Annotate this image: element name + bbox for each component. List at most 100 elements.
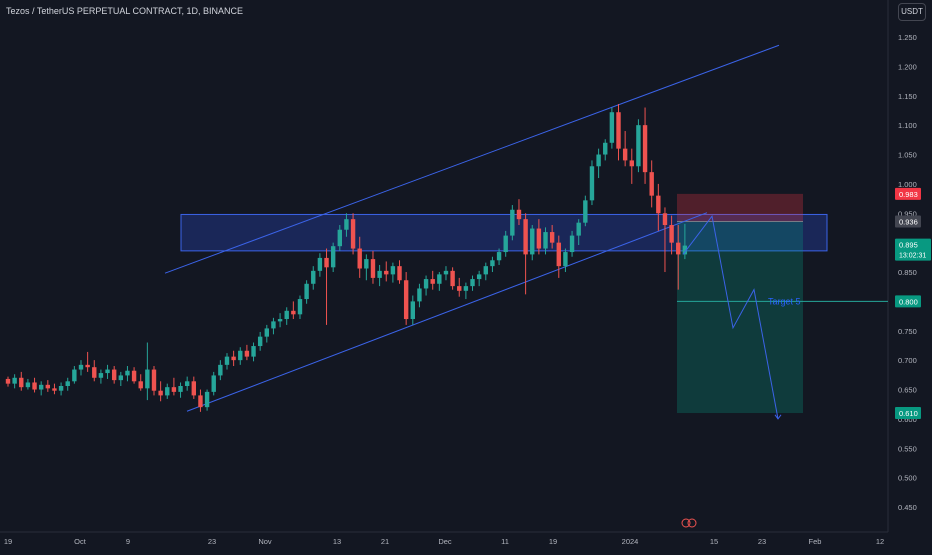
candle-body <box>656 195 661 214</box>
candle-body <box>52 388 57 391</box>
x-tick-label: 19 <box>4 537 12 546</box>
candle-body <box>503 235 508 253</box>
candle-body <box>58 386 64 391</box>
x-tick-label: 12 <box>876 537 884 546</box>
y-tick-label: 0.450 <box>898 503 917 512</box>
candle-body <box>12 377 17 384</box>
candle-body <box>264 328 270 337</box>
candle-body <box>430 279 435 284</box>
stop-price-label: 0.983 <box>899 190 918 199</box>
candle-body <box>304 283 309 300</box>
candle-body <box>403 280 409 320</box>
candle-body <box>556 242 561 267</box>
candle-body <box>344 219 349 230</box>
candle-body <box>105 369 110 374</box>
candle-body <box>603 142 608 155</box>
candle-body <box>98 373 104 378</box>
y-tick-label: 0.650 <box>898 386 917 395</box>
candle-body <box>317 257 323 271</box>
y-tick-label: 0.750 <box>898 327 917 336</box>
candle-body <box>476 274 482 280</box>
candle-body <box>198 395 203 408</box>
candle-body <box>390 266 396 275</box>
x-tick-label: Nov <box>258 537 272 546</box>
x-tick-label: 23 <box>208 537 216 546</box>
candle-body <box>178 386 183 392</box>
candle-body <box>118 375 124 381</box>
candle-body <box>65 381 70 386</box>
y-tick-label: 1.050 <box>898 151 917 160</box>
candle-body <box>457 286 462 291</box>
channel-lower-line <box>186 212 708 412</box>
x-tick-label: 11 <box>501 537 509 546</box>
candle-body <box>516 209 522 220</box>
x-tick-label: Feb <box>809 537 822 546</box>
currency-button[interactable]: USDT <box>898 3 926 21</box>
x-tick-label: 19 <box>549 537 557 546</box>
y-tick-label: 0.600 <box>898 415 917 424</box>
candle-body <box>377 270 382 278</box>
candle-body <box>171 387 177 392</box>
candle-body <box>536 228 542 249</box>
candle-body <box>204 391 210 408</box>
candle-body <box>284 310 289 320</box>
candle-body <box>85 364 90 368</box>
candle-body <box>357 248 362 269</box>
candle-body <box>311 270 316 284</box>
y-tick-label: 0.700 <box>898 356 917 365</box>
y-tick-label: 0.550 <box>898 444 917 453</box>
candle-body <box>184 381 190 386</box>
projected-path-arrowhead <box>774 414 782 420</box>
x-tick-label: 21 <box>381 537 389 546</box>
current-price-label: 0.895 <box>899 241 918 250</box>
candle-body <box>350 219 356 249</box>
candle-body <box>191 381 197 396</box>
candle-body <box>530 228 535 255</box>
candle-body <box>563 252 568 267</box>
current-price-badge <box>895 238 931 261</box>
y-tick-label: 1.250 <box>898 33 917 42</box>
y-tick-label: 1.000 <box>898 180 917 189</box>
projected-path <box>682 215 779 419</box>
candle-body <box>364 259 369 269</box>
channel-upper-line <box>164 44 780 274</box>
candle-body <box>251 346 256 357</box>
candle-body <box>649 172 654 196</box>
candle-body <box>622 148 628 161</box>
stop-loss-zone <box>677 193 803 222</box>
candle-body <box>32 382 37 390</box>
x-tick-label: 23 <box>758 537 766 546</box>
candle-body <box>470 279 475 287</box>
y-tick-label: 0.950 <box>898 209 917 218</box>
candle-body <box>423 279 429 289</box>
candle-body <box>218 364 223 376</box>
candle-body <box>158 390 163 396</box>
candle-body <box>5 378 11 384</box>
take-price-badge <box>895 407 921 420</box>
candle-body <box>583 200 588 223</box>
zone-top-price-label: 0.936 <box>899 218 918 227</box>
stop-price-badge <box>895 187 921 200</box>
y-tick-label: 1.200 <box>898 62 917 71</box>
candle-body <box>19 377 24 388</box>
candle-body <box>297 299 303 315</box>
candle-body <box>589 166 595 201</box>
candle-body <box>669 225 674 243</box>
candle-body <box>238 350 243 361</box>
candle-body <box>443 270 449 275</box>
candle-body <box>543 232 548 249</box>
y-tick-label: 1.150 <box>898 92 917 101</box>
candle-body <box>271 321 276 329</box>
y-tick-label: 0.850 <box>898 268 917 277</box>
candle-body <box>131 370 137 382</box>
candle-body <box>569 235 575 253</box>
x-tick-label: 9 <box>126 537 130 546</box>
candle-body <box>330 246 336 268</box>
candle-body <box>523 219 528 255</box>
y-tick-label: 1.100 <box>898 121 917 130</box>
take-price-label: 0.610 <box>899 409 918 418</box>
candle-body <box>437 274 442 284</box>
candle-body <box>483 266 488 275</box>
candle-body <box>417 288 422 302</box>
candle-body <box>125 370 130 376</box>
